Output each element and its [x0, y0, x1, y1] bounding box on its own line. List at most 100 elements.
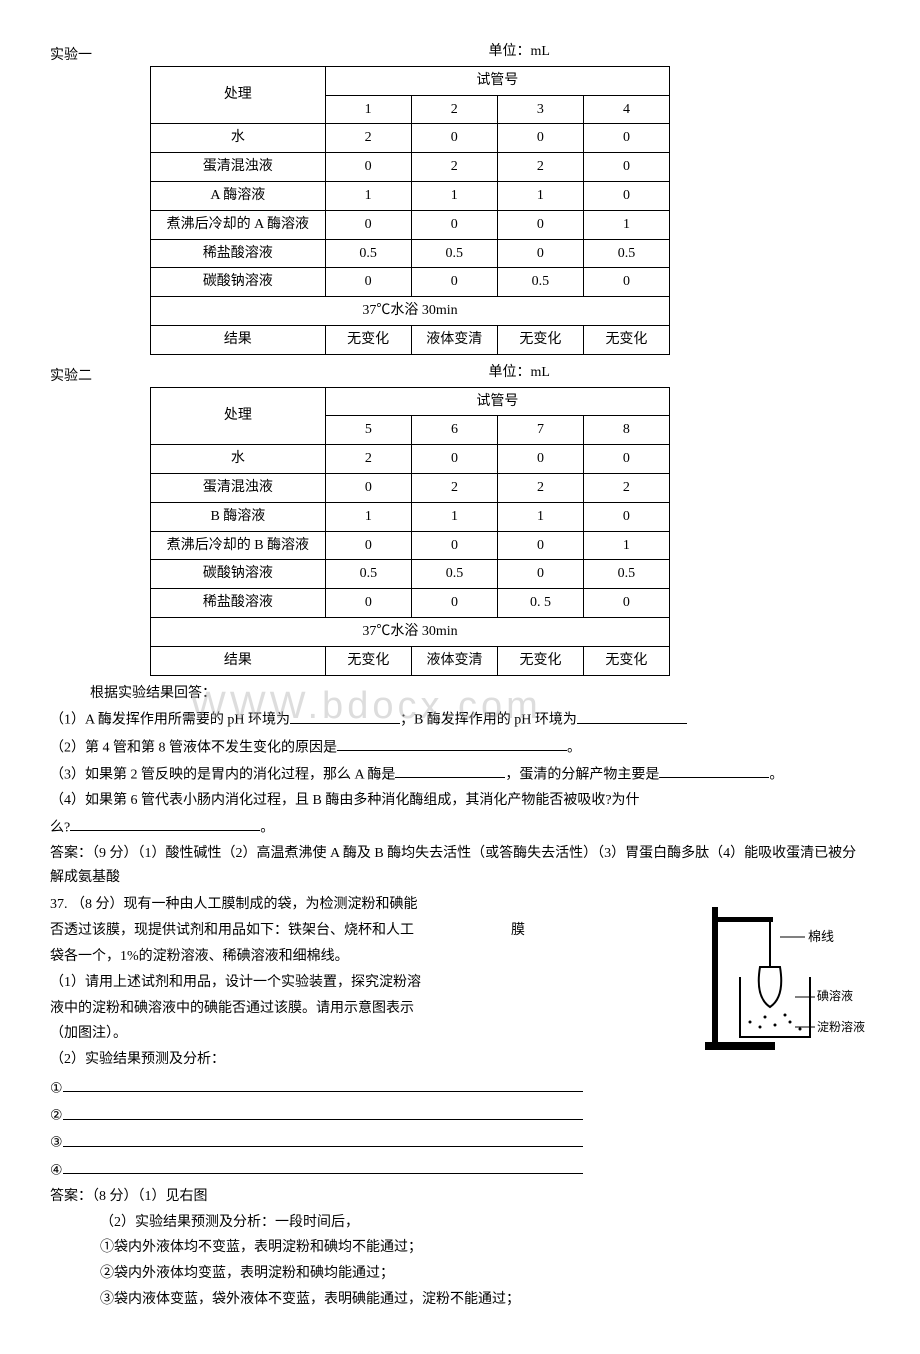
answer2-3: ③袋内液体变蓝，袋外液体不变蓝，表明碘能通过，淀粉不能通过； — [50, 1288, 870, 1312]
fig-thread-text: 棉线 — [808, 929, 834, 944]
table-row: 碳酸钠溶液0.50.500.5 — [151, 560, 670, 589]
table-row: 稀盐酸溶液000. 50 — [151, 589, 670, 618]
cell: 2 — [411, 473, 497, 502]
cell: 1 — [411, 181, 497, 210]
q37-part2: （2）实验结果预测及分析： — [50, 1048, 688, 1072]
cell: 0 — [583, 153, 669, 182]
exp1-table-wrap: 单位：mL 处理 试管号 1234 水2000蛋清混浊液0220A 酶溶液111… — [150, 40, 670, 355]
cell: 1 — [497, 181, 583, 210]
row-name: 水 — [151, 124, 326, 153]
cell: 0 — [411, 531, 497, 560]
exp1-header-process: 处理 — [151, 66, 326, 124]
result-label: 结果 — [151, 646, 326, 675]
q37-line1: 37. （8 分）现有一种由人工膜制成的袋，为检测淀粉和碘能 — [50, 893, 688, 917]
cell: 0 — [411, 210, 497, 239]
blank1 — [63, 1076, 583, 1092]
q3-b: ，蛋清的分解产物主要是 — [505, 767, 659, 782]
result-cell: 无变化 — [497, 325, 583, 354]
cell: 1 — [498, 502, 584, 531]
row-name: 碳酸钠溶液 — [151, 560, 326, 589]
exp2-unit: 单位：mL — [150, 361, 670, 385]
q3-blank-a — [395, 762, 505, 778]
cell: 0.5 — [583, 560, 669, 589]
circ2: ② — [50, 1109, 63, 1124]
table-row: 稀盐酸溶液0.50.500.5 — [151, 239, 670, 268]
row-name: 煮沸后冷却的 B 酶溶液 — [151, 531, 326, 560]
fig-iodine-text: 碘溶液 — [817, 988, 853, 1003]
answer2-head: 答案：（8 分）（1）见右图 — [50, 1185, 870, 1209]
cell: 0 — [325, 473, 411, 502]
q37-line5: 液中的淀粉和碘溶液中的碘能否通过该膜。请用示意图表示 — [50, 997, 688, 1021]
result-cell: 无变化 — [583, 325, 669, 354]
table-row: 碳酸钠溶液000.50 — [151, 268, 670, 297]
table-col-header: 8 — [583, 416, 669, 445]
table-col-header: 2 — [411, 95, 497, 124]
q37-line2-text: 否透过该膜，现提供试剂和用品如下：铁架台、烧杯和人工 — [50, 923, 414, 938]
result-cell: 无变化 — [498, 646, 584, 675]
cell: 0 — [498, 531, 584, 560]
cell: 1 — [325, 181, 411, 210]
q2-blank — [337, 735, 567, 751]
table-row: B 酶溶液1110 — [151, 502, 670, 531]
answer-1: 答案：（9 分）（1）酸性碱性（2）高温煮沸使 A 酶及 B 酶均失去活性（或答… — [50, 842, 870, 890]
q-intro: 根据实验结果回答： — [50, 682, 870, 706]
cell: 0 — [498, 560, 584, 589]
exp1-label: 实验一 — [50, 40, 150, 68]
q37-text-col: 37. （8 分）现有一种由人工膜制成的袋，为检测淀粉和碘能 否透过该膜，现提供… — [50, 891, 688, 1074]
cell: 0 — [497, 210, 583, 239]
cell: 2 — [411, 153, 497, 182]
cell: 0 — [325, 153, 411, 182]
cell: 0.5 — [411, 560, 497, 589]
blank-line-4: ④ — [50, 1158, 870, 1183]
cell: 0 — [411, 589, 497, 618]
q1-part-b: ；B 酶发挥作用的 pH 环境为 — [400, 713, 577, 728]
blank4 — [63, 1158, 583, 1174]
table-row: 蛋清混浊液0222 — [151, 473, 670, 502]
cell: 0 — [583, 589, 669, 618]
q3-a: （3）如果第 2 管反映的是胃内的消化过程，那么 A 酶是 — [50, 767, 395, 782]
cell: 0 — [583, 181, 669, 210]
row-name: 稀盐酸溶液 — [151, 589, 326, 618]
q3-end: 。 — [769, 767, 783, 782]
q37-line3: 袋各一个，1%的淀粉溶液、稀碘溶液和细棉线。 — [50, 945, 688, 969]
cell: 2 — [583, 473, 669, 502]
cell: 0 — [325, 589, 411, 618]
exp2-header-group: 试管号 — [325, 387, 669, 416]
row-name: 稀盐酸溶液 — [151, 239, 326, 268]
blank2 — [63, 1103, 583, 1119]
exp2-table-wrap: 单位：mL 处理 试管号 5678 水2000蛋清混浊液0222B 酶溶液111… — [150, 361, 670, 676]
q1-blank-b — [577, 707, 687, 723]
table-col-header: 6 — [411, 416, 497, 445]
table-col-header: 7 — [498, 416, 584, 445]
table-col-header: 3 — [497, 95, 583, 124]
result-cell: 无变化 — [325, 325, 411, 354]
cell: 0 — [411, 124, 497, 153]
cell: 0 — [583, 445, 669, 474]
result-cell: 液体变清 — [411, 325, 497, 354]
row-name: 蛋清混浊液 — [151, 473, 326, 502]
q4-end: 。 — [260, 820, 274, 835]
cell: 0 — [325, 268, 411, 297]
cell: 0 — [583, 268, 669, 297]
exp1-unit: 单位：mL — [150, 40, 670, 64]
cell: 0 — [411, 445, 497, 474]
fig-membrane-label: 膜 — [511, 923, 525, 938]
row-name: 蛋清混浊液 — [151, 153, 326, 182]
cell: 0 — [583, 502, 669, 531]
fig-starch-text: 淀粉溶液 — [817, 1019, 865, 1034]
exp2-bath: 37℃水浴 30min — [151, 617, 670, 646]
cell: 2 — [498, 473, 584, 502]
question-3: （3）如果第 2 管反映的是胃内的消化过程，那么 A 酶是 ，蛋清的分解产物主要是… — [50, 762, 870, 787]
result-cell: 液体变清 — [411, 646, 497, 675]
row-name: 碳酸钠溶液 — [151, 268, 326, 297]
row-name: A 酶溶液 — [151, 181, 326, 210]
table-row: 煮沸后冷却的 B 酶溶液0001 — [151, 531, 670, 560]
table-col-header: 4 — [583, 95, 669, 124]
exp2-label: 实验二 — [50, 361, 150, 389]
q4-b: 么? — [50, 820, 70, 835]
circ1: ① — [50, 1081, 63, 1096]
exp1-header-group: 试管号 — [325, 66, 669, 95]
table-row: 蛋清混浊液0220 — [151, 153, 670, 182]
row-name: 煮沸后冷却的 A 酶溶液 — [151, 210, 326, 239]
cell: 2 — [325, 124, 411, 153]
